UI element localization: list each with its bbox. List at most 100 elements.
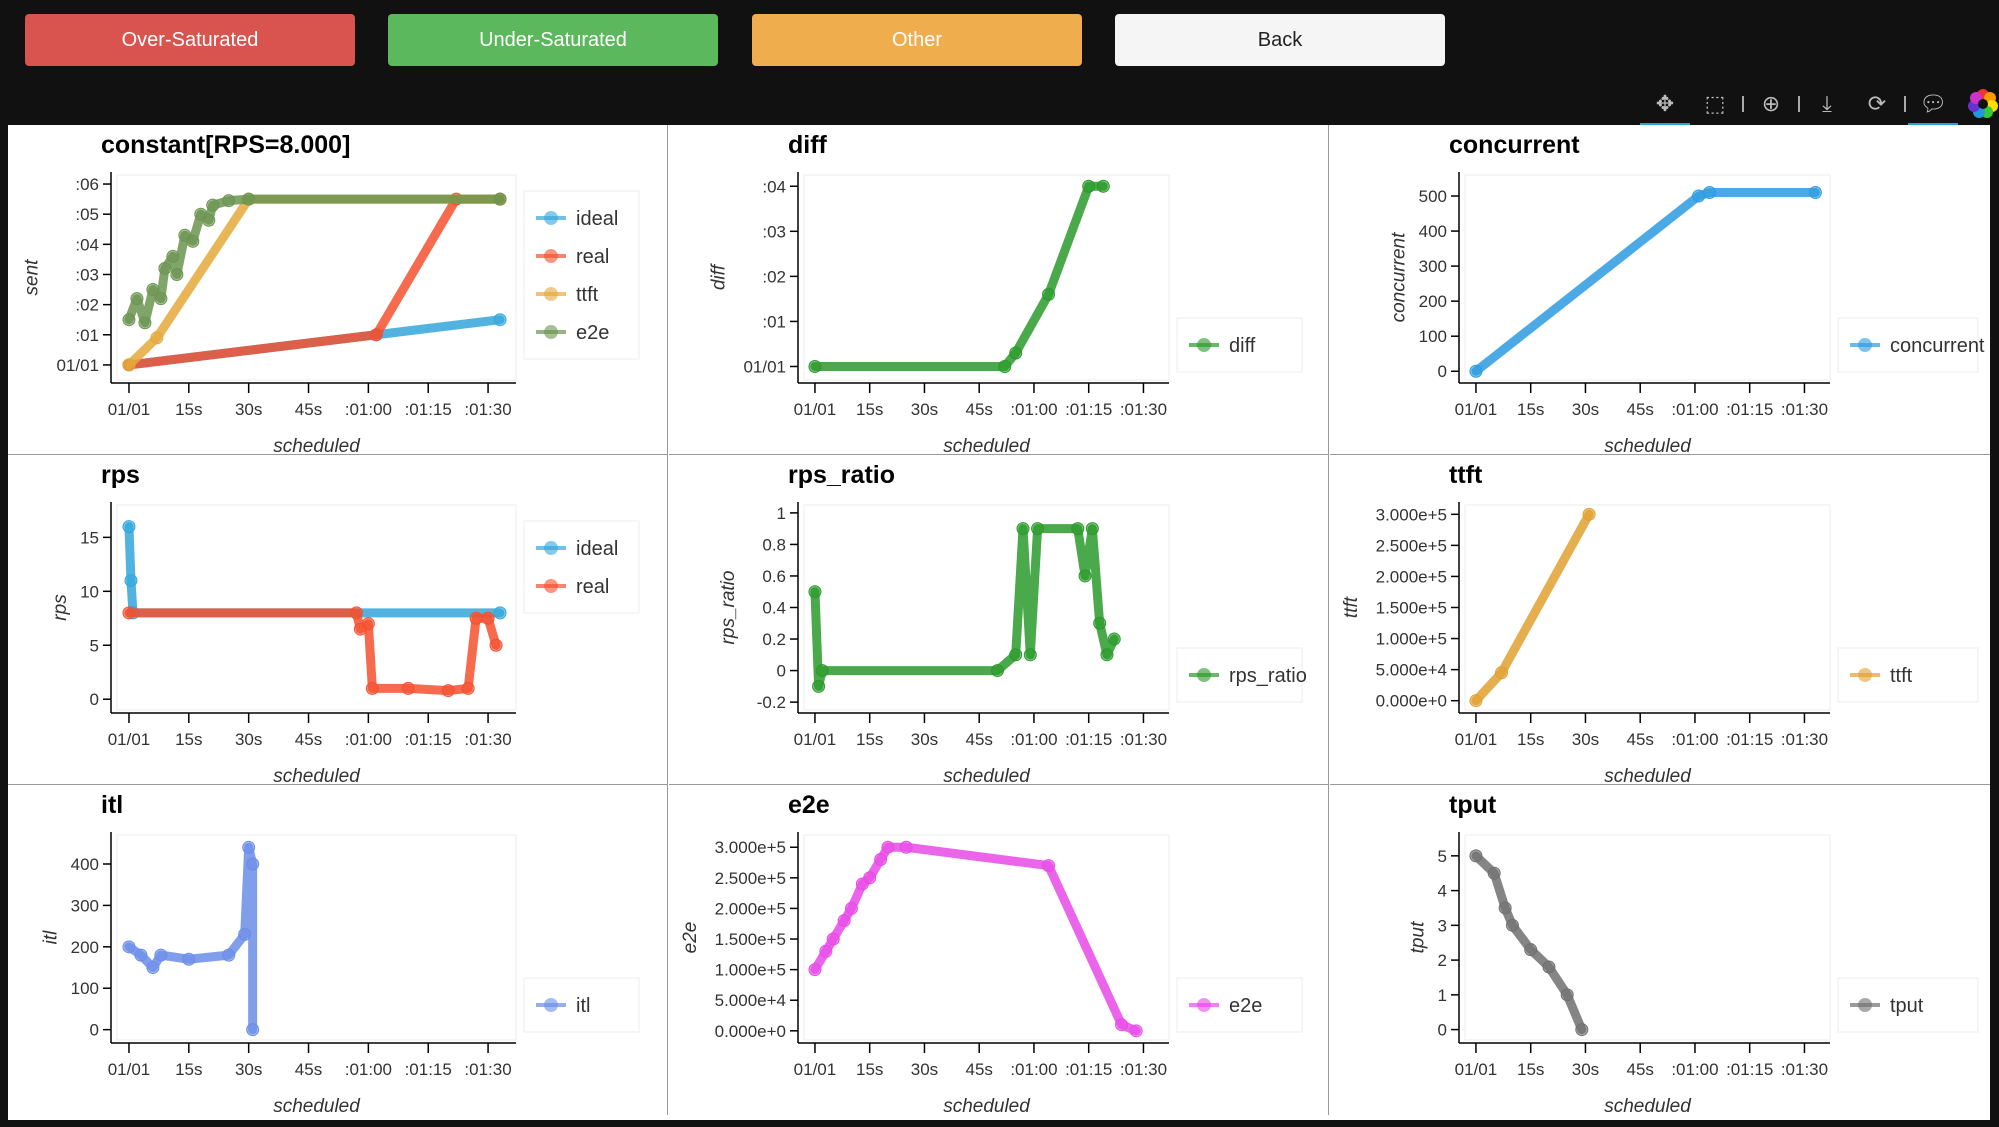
y-tick-label: 1.000e+5 [1376,630,1447,649]
data-point-itl [146,961,160,975]
series-line-ttft [1471,509,1594,706]
x-axis-label: scheduled [273,766,361,785]
data-point-tput [1505,918,1519,932]
series-line-ideal [124,522,505,618]
x-tick-label: 30s [911,400,938,419]
y-tick-label: 400 [1419,222,1447,241]
chart-panel-concurrent[interactable]: concurrent 0 100 200 300 400 500 01/01 15s 30s 45s… [1330,125,1990,457]
back-button[interactable]: Back [1115,14,1445,66]
y-tick-label: 1.000e+5 [715,961,786,980]
over-saturated-button[interactable]: Over-Saturated [25,14,355,66]
data-point-rps_ratio [1031,522,1045,536]
x-tick-label: 30s [235,730,262,749]
chart-panel-constant-rps-8-000-[interactable]: constant[RPS=8.000] 01/01:01:02:03:04:05:… [8,125,668,457]
series-real [122,192,507,372]
chart-panel-diff[interactable]: diff 01/01:01:02:03:04 01/01 15s 30s 45s:01:0… [669,125,1329,457]
data-point-ideal [124,574,138,588]
hover-icon[interactable]: 💬︎ [1908,85,1958,127]
data-point-concurrent [1692,189,1706,203]
reset-icon[interactable]: ⟳ [1867,91,1887,116]
y-tick-label: 200 [71,938,99,957]
x-tick-label: 45s [295,1060,322,1079]
data-point-e2e [899,840,913,854]
y-tick-label: 2 [1438,951,1447,970]
data-point-real [481,611,495,625]
data-point-tput [1560,988,1574,1002]
data-point-diff [1042,287,1056,301]
series-rps_ratio [808,522,1121,693]
chart-title: rps_ratio [788,461,895,489]
data-point-tput [1487,866,1501,880]
x-axis-label: scheduled [943,766,1031,785]
x-tick-label: 15s [175,730,202,749]
x-tick-label: 01/01 [1455,400,1498,419]
plot-frame [803,834,1170,1041]
series-line-real [124,194,505,370]
series-line-tput [1471,851,1587,1035]
data-point-tput [1542,960,1556,974]
chart-panel-e2e[interactable]: e2e 0.000e+0 5.000e+4 1.000e+5 1.500e+5 2.000… [669,785,1329,1117]
chart-panel-itl[interactable]: itl 0 100 200 300 400 01/01 15s 30s 45s:01:00:01:… [8,785,668,1117]
x-tick-label: 01/01 [1455,730,1498,749]
chart-panel-tput[interactable]: tput 0 1 2 3 4 5 01/01 15s 30s 45s:01:00:01:15:01:… [1330,785,1990,1117]
chart-title: rps [101,461,140,489]
series-line-real [124,608,501,696]
bokeh-logo[interactable] [1958,85,1999,123]
y-tick-label: 01/01 [56,356,99,375]
pan-icon[interactable]: ✥ [1640,85,1690,127]
chart-panel-ttft[interactable]: ttft 0.000e+0 5.000e+4 1.000e+5 1.500e+5 2.00… [1330,455,1990,787]
y-tick-label: 500 [1419,187,1447,206]
data-point-rps_ratio [1085,522,1099,536]
box-zoom-icon[interactable]: ⬚ [1704,91,1726,116]
chart-title: diff [788,131,828,159]
chart-title: e2e [788,791,830,819]
y-tick-label: -0.2 [757,693,786,712]
x-tick-label: 01/01 [108,1060,151,1079]
data-point-tput [1469,849,1483,863]
other-button[interactable]: Other [752,14,1082,66]
data-point-tput [1575,1023,1589,1037]
data-point-e2e [1129,1024,1143,1038]
data-point-e2e [186,234,200,248]
save-icon[interactable]: ⤓ [1822,91,1832,116]
data-point-rps_ratio [808,585,822,599]
data-point-tput [1498,901,1512,915]
data-point-itl [238,927,252,941]
chart-title: concurrent [1449,131,1580,159]
x-tick-label: 15s [856,400,883,419]
x-tick-label: :01:15 [405,400,452,419]
under-saturated-button[interactable]: Under-Saturated [388,14,718,66]
legend-label: itl [576,995,590,1017]
data-point-diff [1082,179,1096,193]
wheel-zoom-icon[interactable]: ⊕ [1761,91,1781,116]
legend-label: ttft [1890,665,1913,687]
x-tick-label: :01:15 [1726,400,1773,419]
data-point-ttft [122,358,136,372]
x-axis-label: scheduled [273,436,361,455]
chart-panel-rps[interactable]: rps 0 5 10 15 01/01 15s 30s 45s:01:00:01:15:01:3… [8,455,668,787]
data-point-e2e [122,313,136,327]
legend-marker-ttft [1858,668,1872,682]
legend-label: real [576,576,609,598]
plot-toolbar: ✥ ⬚ ⊕ ⤓ ⟳ 💬︎ [1640,82,1999,127]
x-tick-label: 01/01 [794,1060,837,1079]
y-tick-label: :04 [762,177,786,196]
data-point-rps_ratio [1023,648,1037,662]
data-point-itl [122,940,136,954]
y-tick-label: 400 [71,855,99,874]
x-tick-label: 45s [295,400,322,419]
x-tick-label: :01:30 [1781,730,1828,749]
x-tick-label: 45s [965,1060,992,1079]
series-concurrent [1469,186,1822,378]
chart-svg: rps 0 5 10 15 01/01 15s 30s 45s:01:00:01:15:01:3… [50,461,640,787]
data-point-real [489,638,503,652]
x-tick-label: :01:00 [345,1060,392,1079]
data-point-diff [808,359,822,373]
y-tick-label: 3 [1438,916,1447,935]
chart-svg: e2e 0.000e+0 5.000e+4 1.000e+5 1.500e+5 2.000… [680,791,1303,1117]
legend-label: e2e [576,322,609,344]
plot-frame [116,504,517,711]
x-axis-label: scheduled [943,436,1031,455]
chart-panel-rps-ratio[interactable]: rps_ratio -0.2 0 0.2 0.4 0.6 0.8 1 01/01 15s 30s 45… [669,455,1329,787]
data-point-e2e [808,963,822,977]
